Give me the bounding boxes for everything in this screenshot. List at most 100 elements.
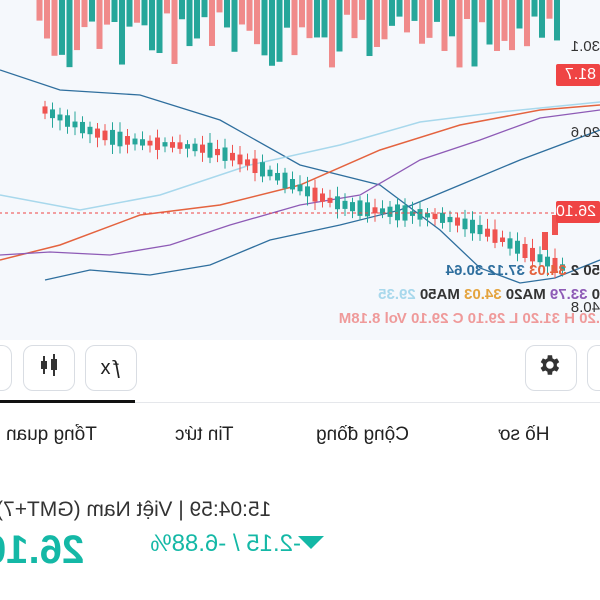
volume-bar: [516, 0, 523, 29]
candle-body: [492, 229, 498, 243]
candle-body: [132, 138, 138, 145]
candle-body: [177, 142, 183, 149]
volume-bar: [111, 0, 118, 23]
candle-body: [552, 257, 558, 272]
volume-bar: [314, 0, 320, 38]
volume-bar: [149, 0, 155, 51]
volume-bar: [531, 0, 538, 17]
candle-body: [87, 126, 93, 135]
candle-body: [350, 202, 355, 212]
candle-body: [275, 172, 280, 181]
candle-body: [417, 209, 423, 220]
candle-body: [102, 130, 108, 141]
legend-line-1: 50 2 34.03 37.12 30.64: [410, 262, 600, 279]
candle-body: [372, 207, 378, 214]
volume-bar: [81, 0, 88, 28]
volume-bar: [501, 0, 508, 41]
candle-body: [470, 219, 475, 234]
candle-body: [342, 200, 348, 209]
volume-bar: [464, 0, 470, 20]
candles: [42, 100, 565, 279]
candle-body: [162, 142, 168, 147]
legend-ma20-label: MA20: [505, 286, 546, 303]
volume-bar: [321, 0, 328, 38]
volume-bar: [284, 0, 290, 28]
candle-body: [305, 186, 310, 197]
legend-ohlc: .20 H 31.20 L 29.10 C 29.10 Vol 8.18M: [338, 310, 600, 327]
volume-bar: [224, 0, 230, 28]
candle-body: [545, 256, 550, 267]
candle-body: [42, 106, 48, 114]
candle-body: [252, 158, 258, 174]
volume-bar: [351, 0, 358, 39]
volume-bar: [524, 0, 530, 47]
volume-bar: [404, 0, 410, 33]
volume-bar: [261, 0, 268, 56]
candle-body: [125, 136, 130, 145]
candle-body: [380, 208, 385, 214]
legend-1-c: 30.64: [445, 262, 484, 279]
tab-overview[interactable]: Tổng quan: [6, 424, 97, 445]
volume-bar: [494, 0, 500, 51]
candle-body: [335, 196, 340, 210]
volume-bar: [359, 0, 365, 20]
volume-bar: [119, 0, 125, 65]
candle-body: [507, 238, 513, 249]
volume-bar: [306, 0, 313, 39]
candle-body: [320, 193, 325, 202]
candle-body: [200, 144, 205, 153]
candle-body: [530, 247, 535, 262]
candle-body: [110, 129, 115, 145]
volume-bar: [269, 0, 275, 66]
volume-bar: [419, 0, 425, 44]
volume-bar: [426, 0, 433, 38]
legend-1-b: 37.12: [487, 262, 525, 279]
candle-body: [432, 213, 438, 220]
legend-1-prefix: 50 2: [570, 262, 600, 279]
volume-bar: [59, 0, 65, 55]
tab-community[interactable]: Cộng đồng: [316, 424, 409, 445]
candle-body: [245, 159, 250, 166]
more-button[interactable]: [587, 345, 600, 391]
legend-ma20-value: 34.03: [464, 286, 502, 303]
volume-bar: [209, 0, 215, 46]
volume-bar: [479, 0, 485, 23]
volume-bar: [66, 0, 73, 68]
candle-body: [297, 184, 303, 192]
candle-body: [560, 264, 565, 271]
volume-bar: [36, 0, 43, 21]
candle-body: [50, 109, 55, 119]
left-edge-button[interactable]: [0, 345, 12, 391]
candle-body: [455, 217, 460, 226]
settings-button[interactable]: [525, 345, 577, 391]
volume-bar: [374, 0, 380, 47]
candle-body: [290, 179, 295, 190]
price-chart[interactable]: [0, 0, 600, 340]
chart-background: [0, 0, 600, 340]
indicator-button[interactable]: ƒx: [85, 345, 137, 391]
volume-bar: [486, 0, 493, 45]
ma50-line: [0, 101, 600, 211]
volume-bar: [411, 0, 418, 21]
candle-body: [477, 224, 483, 235]
candle-body: [395, 204, 400, 221]
chart-type-button[interactable]: [23, 345, 75, 391]
tab-news[interactable]: Tin tức: [175, 424, 234, 445]
volume-bar: [44, 0, 50, 39]
lower-band-line: [44, 129, 600, 281]
legend-ma50-value: 29.35: [378, 286, 416, 303]
volume-bar: [509, 0, 515, 51]
tab-profile[interactable]: Hồ sơ: [498, 424, 550, 445]
candle-body: [485, 228, 490, 237]
candle-body: [237, 154, 243, 165]
volume-bar: [186, 0, 193, 47]
legend-ma10-value: 33.79: [549, 286, 588, 303]
candle-body: [140, 139, 145, 146]
volume-bar: [434, 0, 440, 22]
volume-bar: [179, 0, 185, 20]
volume-bar: [299, 0, 305, 28]
volume-bar: [366, 0, 373, 57]
volume-bar: [51, 0, 58, 56]
market-time: 15:04:59 | Việt Nam (GMT+7): [0, 498, 272, 521]
candle-body: [440, 212, 445, 223]
